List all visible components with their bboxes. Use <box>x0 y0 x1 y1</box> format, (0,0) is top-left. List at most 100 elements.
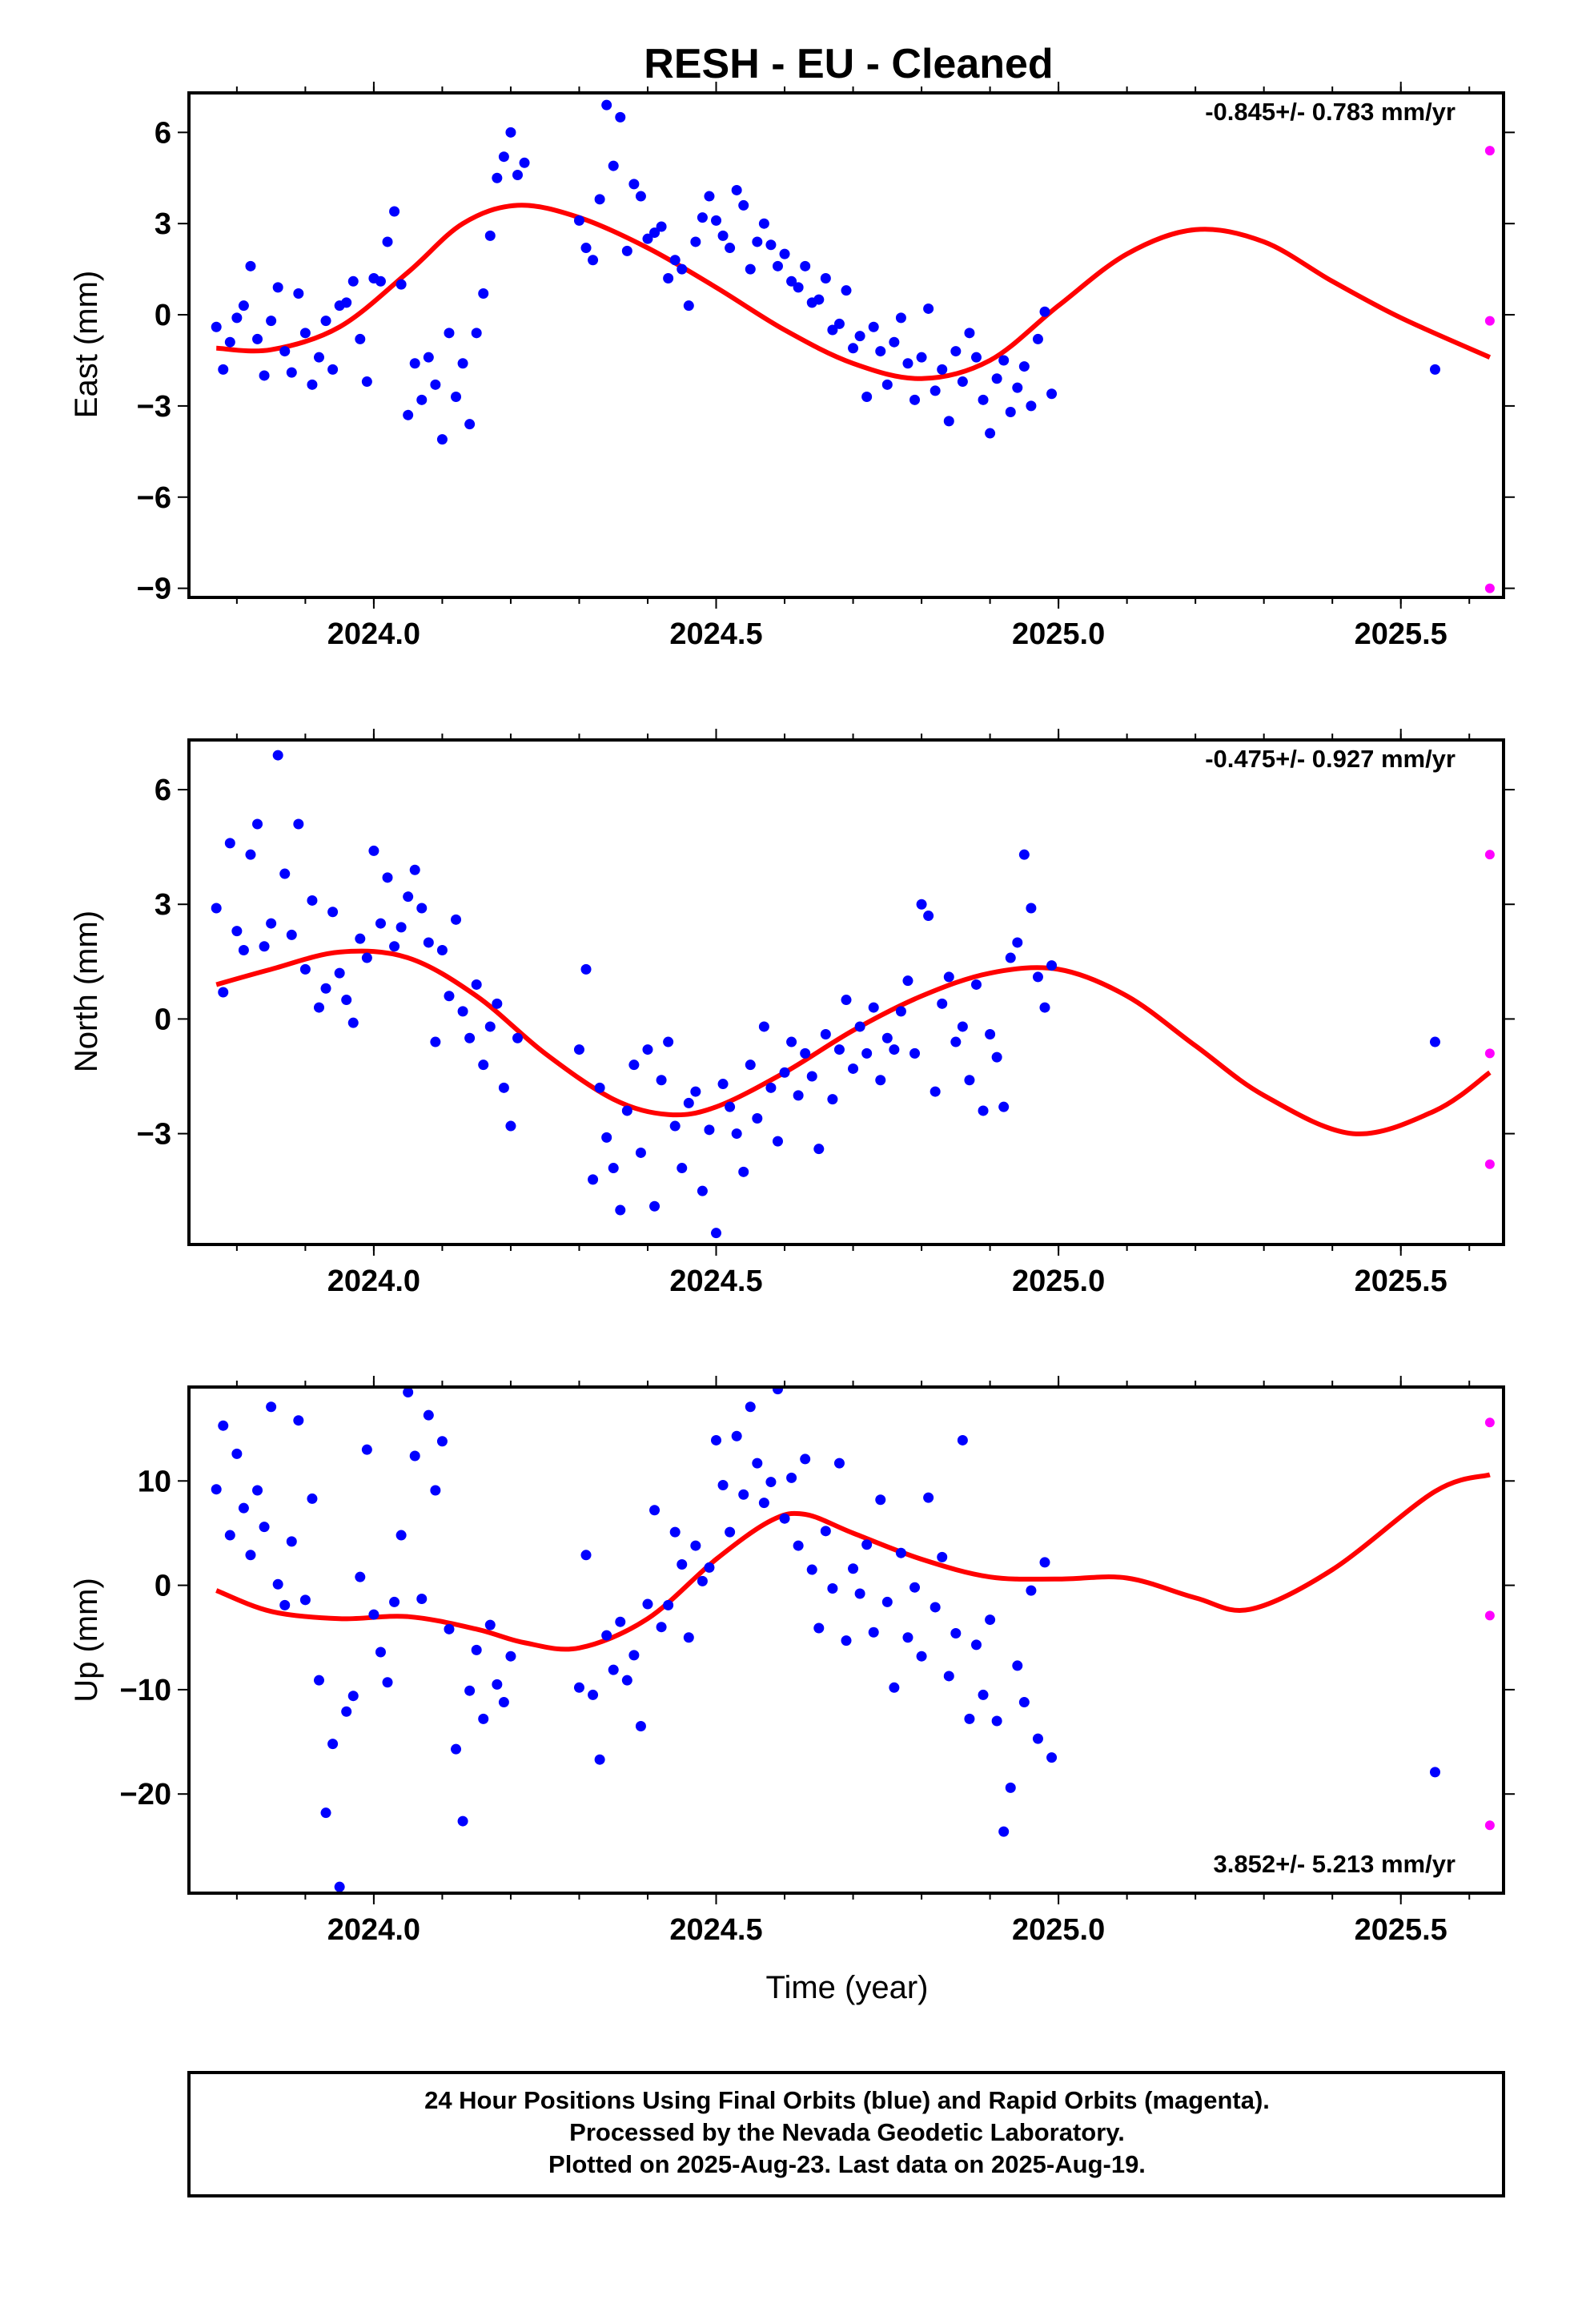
final-orbit-point <box>341 995 352 1006</box>
final-orbit-point <box>307 1493 318 1504</box>
final-orbit-point <box>580 963 592 975</box>
y-axis-label: North (mm) <box>69 911 104 1072</box>
panel-up: 2024.0 2024.5 2025.0 2025.5 10 0 −10 −20 3.852+/… <box>69 1376 1515 1947</box>
final-orbit-point <box>991 1715 1002 1727</box>
final-orbit-point <box>573 215 584 226</box>
footer-line-2: Processed by the Nevada Geodetic Laborat… <box>569 2118 1125 2146</box>
final-orbit-point <box>916 1651 927 1662</box>
final-orbit-point <box>279 1599 291 1610</box>
final-orbit-point <box>505 127 516 138</box>
final-orbit-point <box>861 1539 873 1550</box>
chart-title: RESH - EU - Cleaned <box>644 41 1053 87</box>
final-orbit-point <box>909 1047 921 1059</box>
final-orbit-point <box>1032 971 1043 983</box>
footer-frame <box>187 2071 1505 2197</box>
final-orbit-point <box>1005 952 1016 963</box>
final-orbit-point <box>697 1185 708 1196</box>
final-orbit-point <box>704 191 715 202</box>
final-orbit-point <box>436 434 448 445</box>
final-orbit-point <box>848 343 859 354</box>
final-orbit-point <box>772 1387 783 1395</box>
final-orbit-point <box>800 260 811 271</box>
final-orbit-point <box>964 1075 975 1086</box>
rapid-orbit-point <box>1484 850 1495 860</box>
final-orbit-point <box>1012 937 1023 948</box>
final-orbit-point <box>902 975 913 987</box>
final-orbit-point <box>985 1614 996 1626</box>
x-tick-label: 2024.5 <box>669 617 762 651</box>
panel-east: 2024.0 2024.5 2025.0 2025.5 6 3 0 −3 −6 −9 -0.845+… <box>69 82 1515 651</box>
rapid-orbit-point <box>1484 1159 1495 1169</box>
final-orbit-point <box>594 1754 605 1765</box>
final-orbit-point <box>252 818 263 830</box>
final-orbit-point <box>649 1505 661 1516</box>
final-orbit-point <box>725 1101 736 1112</box>
final-orbit-point <box>396 922 407 933</box>
final-orbit-point <box>436 1436 448 1447</box>
final-orbit-point <box>211 903 222 914</box>
final-orbit-point <box>389 941 400 952</box>
final-orbit-point <box>396 1530 407 1541</box>
final-orbit-point <box>765 239 777 251</box>
model-curve <box>215 948 1492 1136</box>
final-orbit-point <box>998 355 1010 366</box>
y-tick-label: 3 <box>155 207 171 241</box>
y-tick-label: −6 <box>137 481 171 515</box>
final-orbit-point <box>731 1128 742 1140</box>
final-orbit-point <box>580 243 592 254</box>
final-orbit-point <box>950 1628 962 1639</box>
final-orbit-point <box>224 336 235 348</box>
final-orbit-point <box>800 1454 811 1465</box>
x-tick-label: 2025.0 <box>1012 617 1105 651</box>
panel-north: 2024.0 2024.5 2025.0 2025.5 6 3 0 −3 -0.475+/- 0… <box>69 729 1515 1298</box>
final-orbit-point <box>978 1689 989 1700</box>
final-orbit-point <box>697 212 708 223</box>
final-orbit-point <box>635 191 646 202</box>
final-orbit-point <box>909 394 921 405</box>
final-orbit-point <box>327 907 339 918</box>
final-orbit-point <box>752 1458 763 1469</box>
final-orbit-point <box>820 1029 831 1039</box>
final-orbit-point <box>765 1082 777 1093</box>
final-orbit-point <box>970 979 982 990</box>
final-orbit-point <box>793 282 804 293</box>
final-orbit-point <box>677 1559 688 1570</box>
final-orbit-point <box>827 324 838 336</box>
y-tick-label: −3 <box>137 1118 171 1152</box>
final-orbit-point <box>985 428 996 439</box>
final-orbit-point <box>930 1602 941 1613</box>
final-orbit-point <box>752 236 763 247</box>
final-orbit-point <box>881 379 893 390</box>
final-orbit-point <box>970 1639 982 1651</box>
y-tick-label: −9 <box>137 573 171 606</box>
rate-label: -0.845+/- 0.783 mm/yr <box>1205 98 1456 126</box>
final-orbit-point <box>758 1498 769 1509</box>
final-orbit-point <box>923 911 934 922</box>
final-orbit-point <box>512 169 523 180</box>
model-curve <box>216 203 1492 381</box>
final-orbit-point <box>731 184 742 195</box>
final-orbit-point <box>1429 364 1440 375</box>
final-orbit-point <box>375 275 386 287</box>
final-orbit-point <box>389 206 400 217</box>
final-orbit-point <box>752 1113 763 1124</box>
footer-line-3: Plotted on 2025-Aug-23. Last data on 202… <box>548 2150 1146 2178</box>
final-orbit-point <box>211 1484 222 1495</box>
final-orbit-point <box>368 1609 379 1620</box>
final-orbit-point <box>813 294 825 305</box>
final-orbit-point <box>950 346 962 357</box>
final-orbit-point <box>293 1415 304 1426</box>
final-orbit-point <box>642 1044 653 1055</box>
final-orbit-point <box>1026 400 1037 412</box>
final-orbit-point <box>252 333 263 344</box>
final-orbit-point <box>711 1228 722 1239</box>
final-orbit-point <box>218 987 229 998</box>
final-orbit-point <box>772 1136 783 1147</box>
final-orbit-point <box>628 179 640 190</box>
plot-frame <box>187 91 1505 599</box>
y-axis-label: Up (mm) <box>69 1578 104 1703</box>
final-orbit-point <box>457 1815 468 1827</box>
final-orbit-point <box>985 1029 996 1039</box>
final-orbit-point <box>512 1032 523 1043</box>
